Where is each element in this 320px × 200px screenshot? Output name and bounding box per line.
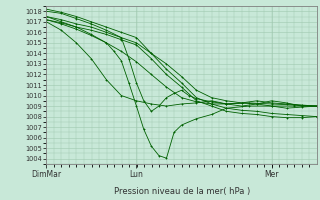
Text: Pression niveau de la mer( hPa ): Pression niveau de la mer( hPa ) [114,187,251,196]
